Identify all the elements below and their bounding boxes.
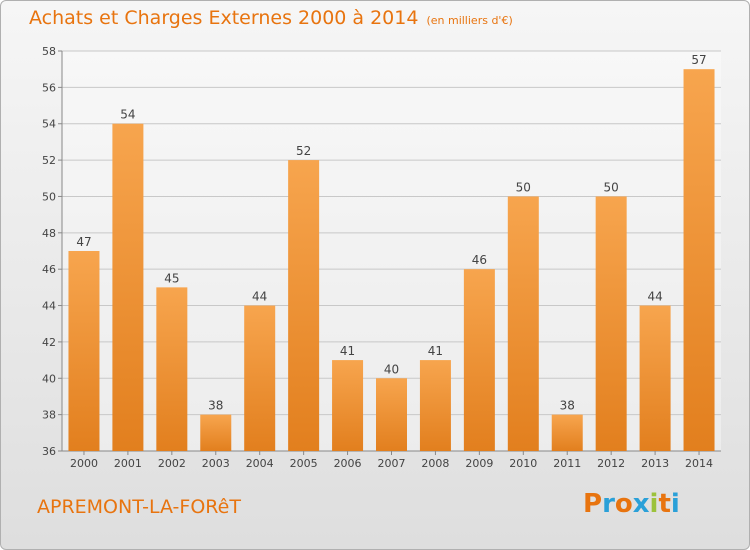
data-label: 45 <box>164 271 179 285</box>
y-tick-label: 48 <box>42 227 56 240</box>
y-tick-label: 50 <box>42 190 56 203</box>
data-label: 46 <box>472 253 487 267</box>
data-label: 50 <box>604 180 619 194</box>
data-label: 52 <box>296 144 311 158</box>
data-label: 41 <box>340 344 355 358</box>
x-tick-label: 2003 <box>202 457 230 470</box>
title-row: Achats et Charges Externes 2000 à 2014 (e… <box>29 7 513 29</box>
brand-letter: P <box>583 489 603 519</box>
x-tick-label: 2002 <box>158 457 186 470</box>
brand-letter: i <box>670 489 680 519</box>
brand-letter: t <box>658 489 671 519</box>
x-tick-label: 2011 <box>553 457 581 470</box>
bar <box>332 360 364 451</box>
x-tick-label: 2008 <box>421 457 449 470</box>
data-label: 44 <box>252 290 267 304</box>
y-tick-label: 58 <box>42 45 56 58</box>
x-tick-label: 2005 <box>290 457 318 470</box>
bar <box>463 269 495 451</box>
y-tick-label: 40 <box>42 372 56 385</box>
brand-letter: o <box>614 489 633 519</box>
x-tick-label: 2001 <box>114 457 142 470</box>
y-tick-label: 38 <box>42 409 56 422</box>
x-tick-label: 2004 <box>246 457 274 470</box>
x-tick-label: 2010 <box>509 457 537 470</box>
data-label: 40 <box>384 362 399 376</box>
data-label: 54 <box>120 108 135 122</box>
bar <box>244 305 276 451</box>
x-tick-label: 2000 <box>70 457 98 470</box>
brand-logo: Proxiti <box>583 489 680 519</box>
y-tick-label: 56 <box>42 81 56 94</box>
bar <box>112 123 144 452</box>
chart-title: Achats et Charges Externes 2000 à 2014 <box>29 7 419 29</box>
data-label: 38 <box>208 399 223 413</box>
brand-letter: x <box>632 489 650 519</box>
bar <box>419 360 451 451</box>
x-tick-label: 2009 <box>465 457 493 470</box>
bar <box>639 305 671 451</box>
data-label: 38 <box>560 399 575 413</box>
y-tick-label: 54 <box>42 118 56 131</box>
x-tick-label: 2013 <box>641 457 669 470</box>
y-tick-label: 52 <box>42 154 56 167</box>
bar <box>200 414 232 451</box>
bar <box>595 196 627 451</box>
data-label: 44 <box>647 290 662 304</box>
bar <box>551 414 583 451</box>
bar <box>156 287 188 451</box>
data-label: 50 <box>516 180 531 194</box>
chart-subtitle: (en milliers d'€) <box>426 14 513 27</box>
y-tick-label: 44 <box>42 300 56 313</box>
bar <box>683 69 715 451</box>
data-label: 57 <box>691 53 706 67</box>
data-label: 47 <box>76 235 91 249</box>
bar <box>376 378 407 451</box>
place-name: APREMONT-LA-FORêT <box>37 496 241 518</box>
x-tick-label: 2006 <box>334 457 362 470</box>
y-tick-label: 42 <box>42 336 56 349</box>
bar <box>68 251 100 451</box>
x-tick-label: 2014 <box>685 457 713 470</box>
bar <box>288 160 320 451</box>
data-label: 41 <box>428 344 443 358</box>
y-tick-label: 36 <box>42 445 56 458</box>
brand-letter: i <box>649 489 659 519</box>
brand-letter: r <box>602 489 615 519</box>
x-tick-label: 2007 <box>378 457 406 470</box>
bar <box>507 196 539 451</box>
y-tick-label: 46 <box>42 263 56 276</box>
x-tick-label: 2012 <box>597 457 625 470</box>
